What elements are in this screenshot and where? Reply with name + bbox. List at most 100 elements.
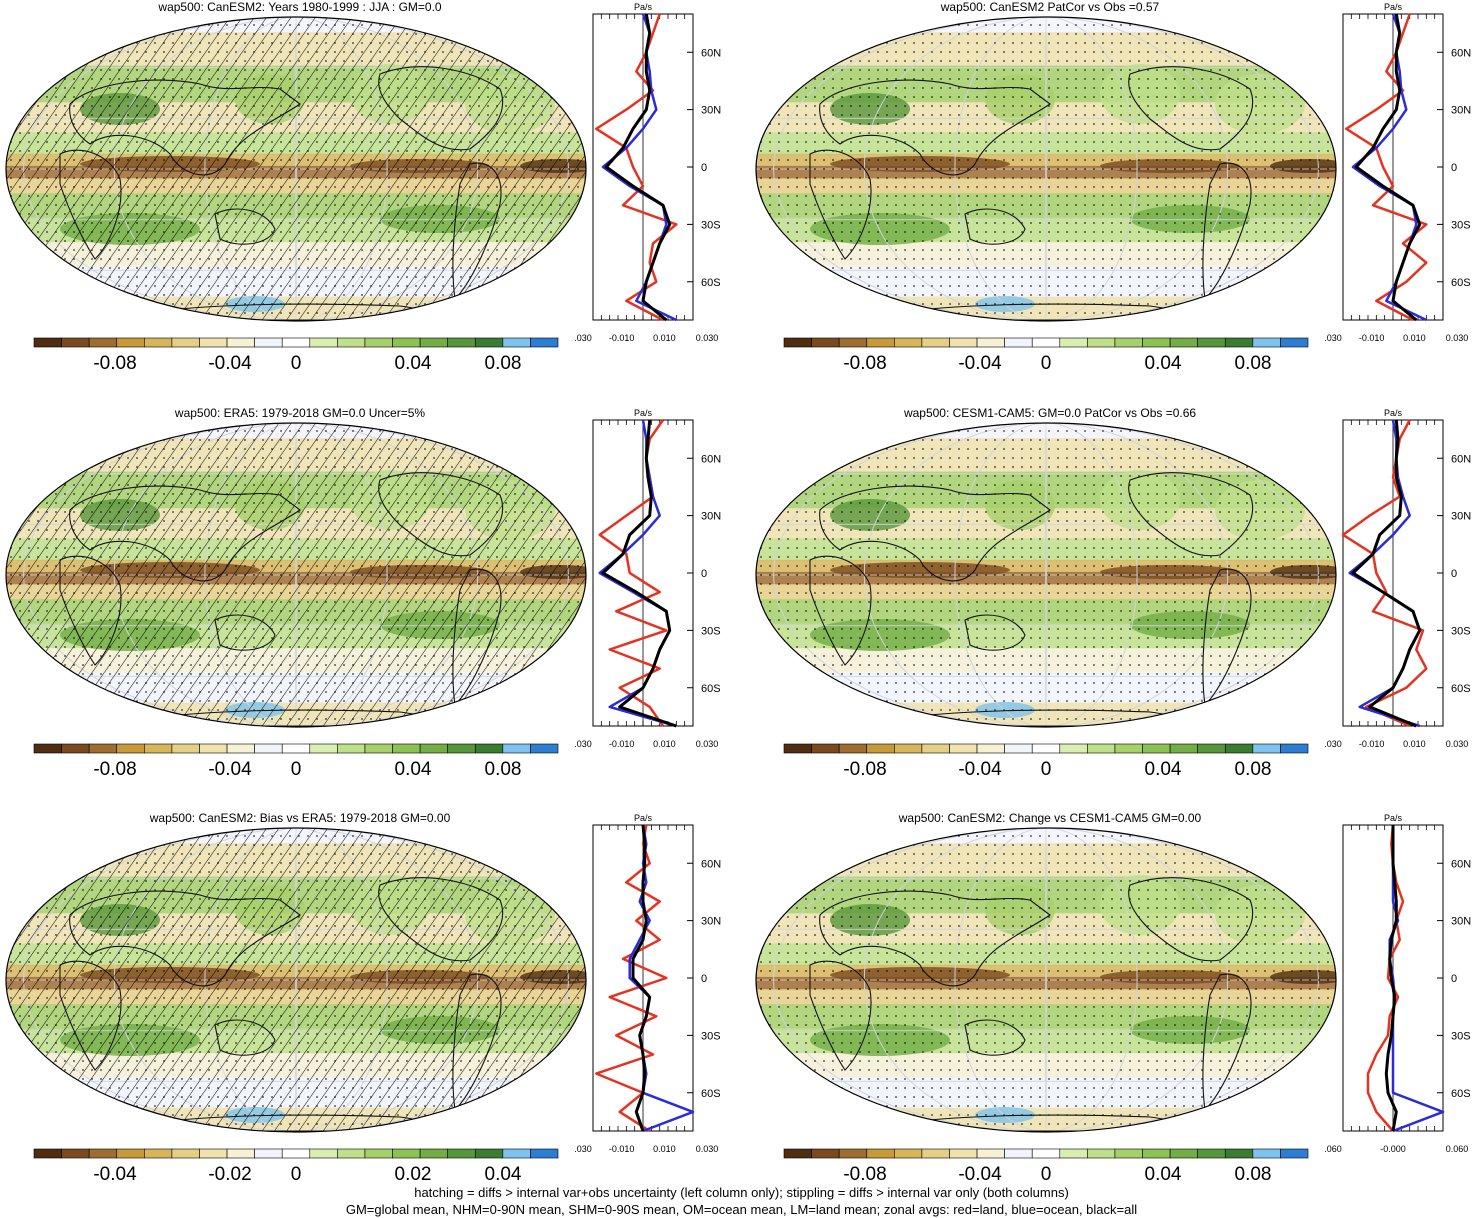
colorbar-swatch [171, 337, 200, 348]
colorbar-swatch [392, 1148, 421, 1159]
colorbar-swatch [949, 337, 978, 348]
colorbar-label: 0.08 [485, 759, 522, 780]
profile-line-all [1354, 13, 1422, 322]
profile-line-all [601, 419, 677, 728]
colorbar-label: 0 [1041, 759, 1052, 780]
profile-lat-tick: 30N [701, 511, 721, 523]
colorbar-label: 0 [1041, 1164, 1052, 1185]
colorbar-swatch [199, 1148, 228, 1159]
colorbar-swatch [88, 743, 118, 754]
profile-x-tick: 0.030 [696, 1144, 719, 1154]
colorbar-swatch [474, 337, 504, 348]
colorbar-label: -0.08 [843, 1164, 886, 1185]
profile-lat-tick: 0 [1451, 162, 1457, 174]
profile-x-tick: -0.000 [1380, 1144, 1406, 1154]
profile-x-tick: 0.060 [1446, 1144, 1469, 1154]
profile-line-ocean [1348, 419, 1421, 728]
colorbar-swatch [1004, 337, 1033, 348]
profile-x-tick: 0.010 [653, 739, 676, 749]
colorbar-swatch [171, 743, 200, 754]
profile-lat-tick: 30N [701, 916, 721, 928]
world-map [5, 16, 587, 322]
profile-x-tick: -0.010 [609, 739, 635, 749]
colorbar-swatch [364, 337, 393, 348]
profile-lat-tick: 30S [1451, 625, 1471, 637]
colorbar-swatch [1280, 337, 1309, 348]
colorbar: -0.08 -0.04 0 0.04 0.08 [783, 743, 1309, 780]
profile-x-tick: -0.030 [575, 1144, 592, 1154]
colorbar-swatch [254, 743, 283, 754]
colorbar-swatch [226, 337, 255, 348]
zonal-profile: Pa/s 60N 30N 0 30S 60S -0.030 -0.010 0.010 0.030 [575, 408, 721, 749]
profile-lat-tick: 60N [701, 858, 721, 870]
colorbar-swatch [1197, 1148, 1226, 1159]
colorbar-swatch [1087, 743, 1116, 754]
colorbar-swatch [811, 1148, 840, 1159]
zonal-profile: Pa/s 60N 30N 0 30S 60S -0.030 -0.010 0.010 0.030 [1325, 408, 1471, 749]
colorbar-swatch [337, 743, 366, 754]
colorbar-swatch [226, 743, 255, 754]
colorbar-swatch [530, 743, 559, 754]
map-title: wap500: CanESM2: Years 1980-1999 : JJA :… [158, 0, 442, 14]
profile-unit-label: Pa/s [1384, 813, 1403, 823]
colorbar-swatch [866, 743, 895, 754]
colorbar-swatch [1114, 743, 1143, 754]
colorbar-swatch [1114, 1148, 1143, 1159]
colorbar-label: 0 [291, 353, 302, 374]
colorbar-label: 0.08 [1235, 1164, 1272, 1185]
colorbar-swatch [61, 743, 90, 754]
profile-unit-label: Pa/s [634, 2, 653, 12]
colorbar-swatch [1142, 1148, 1171, 1159]
profile-x-tick: -0.010 [1359, 739, 1385, 749]
profile-lat-tick: 0 [701, 568, 707, 580]
colorbar-swatch [447, 337, 476, 348]
profile-unit-label: Pa/s [634, 408, 653, 418]
colorbar-swatch [309, 337, 338, 348]
profile-lat-tick: 30N [1451, 511, 1471, 523]
profile-line-land [1341, 419, 1428, 728]
colorbar-label: 0.02 [395, 1164, 432, 1185]
colorbar-swatch [419, 743, 448, 754]
profile-lat-tick: 30S [701, 219, 721, 231]
colorbar-swatch [364, 1148, 393, 1159]
colorbar-label: 0.04 [1145, 353, 1182, 374]
colorbar-label: 0.08 [485, 353, 522, 374]
profile-line-land [1366, 824, 1405, 1132]
colorbar-swatch [1252, 743, 1281, 754]
colorbar-swatch [116, 743, 145, 754]
colorbar-swatch [921, 337, 950, 348]
colorbar-label: -0.04 [958, 353, 1002, 374]
colorbar-swatch [447, 743, 476, 754]
colorbar-swatch [976, 1148, 1005, 1159]
world-map [5, 422, 587, 728]
colorbar-swatch [199, 337, 228, 348]
colorbar-swatch [976, 743, 1005, 754]
profile-lat-tick: 60N [1451, 453, 1471, 465]
profile-line-land [1345, 13, 1428, 322]
colorbar-swatch [88, 1148, 118, 1159]
colorbar-swatch [1280, 1148, 1309, 1159]
colorbar-swatch [144, 337, 173, 348]
colorbar-swatch [226, 1148, 255, 1159]
profile-x-tick: 0.010 [653, 333, 676, 343]
colorbar-swatch [838, 1148, 868, 1159]
colorbar: -0.08 -0.04 0 0.04 0.08 [783, 337, 1309, 374]
world-map [755, 16, 1337, 322]
colorbar-swatch [61, 337, 90, 348]
colorbar-swatch [281, 337, 311, 348]
colorbar-swatch [419, 1148, 448, 1159]
colorbar: -0.08 -0.04 0 0.04 0.08 [783, 1148, 1309, 1185]
colorbar-swatch [1087, 337, 1116, 348]
profile-lat-tick: 60N [1451, 47, 1471, 59]
colorbar-swatch [171, 1148, 200, 1159]
profile-x-tick: 0.030 [696, 333, 719, 343]
colorbar-label: -0.04 [208, 759, 252, 780]
profile-x-tick: 0.010 [653, 1144, 676, 1154]
profile-lat-tick: 60S [701, 683, 721, 695]
colorbar-swatch [811, 337, 840, 348]
profile-line-all [1384, 825, 1398, 1132]
colorbar-swatch [1087, 1148, 1116, 1159]
colorbar-swatch [33, 1148, 62, 1159]
colorbar-swatch [61, 1148, 90, 1159]
colorbar-label: 0.04 [395, 353, 432, 374]
